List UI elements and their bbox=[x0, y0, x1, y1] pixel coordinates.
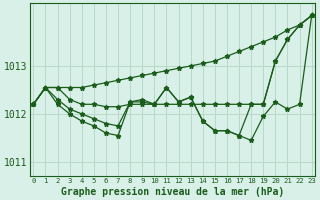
X-axis label: Graphe pression niveau de la mer (hPa): Graphe pression niveau de la mer (hPa) bbox=[61, 186, 284, 197]
